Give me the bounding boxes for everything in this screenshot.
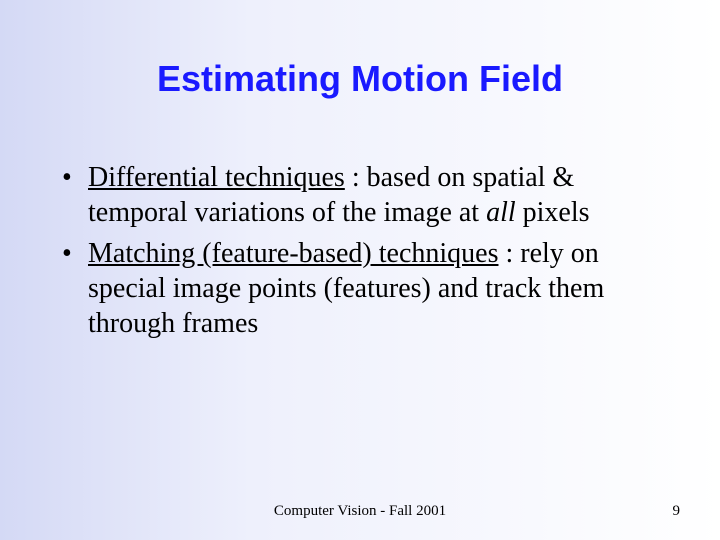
footer-page-number: 9 [673, 503, 681, 520]
footer-center: Computer Vision - Fall 2001 [0, 503, 720, 520]
bullet-italic: all [486, 197, 516, 228]
bullet-item: Matching (feature-based) techniques : re… [60, 236, 670, 341]
bullet-item: Differential techniques : based on spati… [60, 160, 670, 230]
slide-title: Estimating Motion Field [0, 58, 720, 100]
slide: Estimating Motion Field Differential tec… [0, 0, 720, 540]
bullet-tail: pixels [516, 197, 590, 228]
bullet-lead: Differential techniques [88, 162, 345, 193]
bullet-lead: Matching (feature-based) techniques [88, 238, 498, 269]
bullet-list: Differential techniques : based on spati… [60, 160, 670, 341]
slide-body: Differential techniques : based on spati… [60, 160, 670, 347]
